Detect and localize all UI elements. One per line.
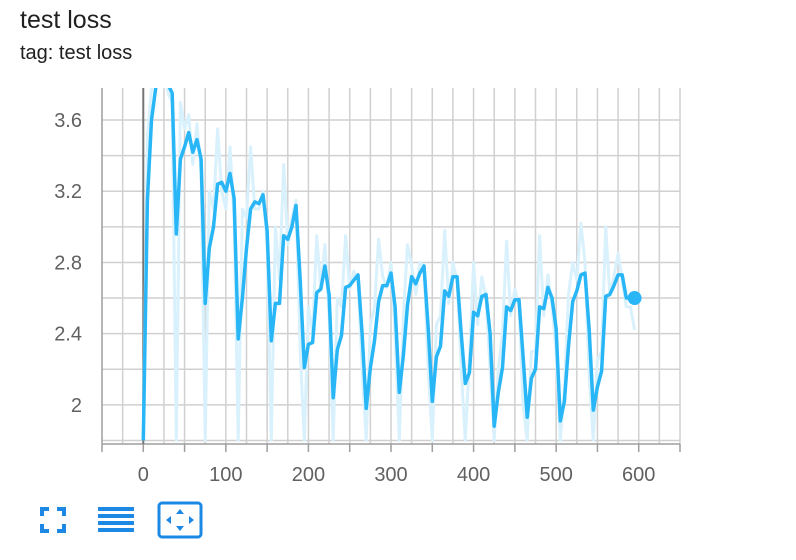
line-chart[interactable]: 0 100 200 300 400 500 600 2 2.4 2.8 3.2 3.6 — [0, 0, 796, 500]
last-point-marker — [627, 291, 642, 306]
x-tick-label: 300 — [374, 464, 407, 486]
chart-title: test loss — [20, 6, 112, 34]
x-tick-label: 100 — [209, 464, 242, 486]
toggle-log-scale-button[interactable] — [96, 502, 136, 538]
x-tick-label: 600 — [622, 464, 655, 486]
series-line-raw — [141, 88, 637, 442]
fit-domain-button[interactable] — [157, 501, 203, 539]
chart-tag: tag: test loss — [20, 42, 133, 64]
x-tick-label: 0 — [138, 464, 149, 486]
y-tick-label: 2.8 — [54, 252, 82, 274]
series-line-smoothed — [141, 88, 635, 441]
fit-domain-icon — [157, 501, 203, 539]
y-tick-label: 2.4 — [54, 324, 82, 346]
x-tick-label: 200 — [292, 464, 325, 486]
y-tick-label: 3.2 — [54, 181, 82, 203]
y-tick-label: 2 — [71, 395, 82, 417]
x-tick-label: 500 — [539, 464, 572, 486]
x-tick-label: 400 — [457, 464, 490, 486]
list-icon — [98, 507, 134, 532]
fullscreen-icon — [40, 507, 66, 533]
y-tick-label: 3.6 — [54, 110, 82, 132]
fullscreen-button[interactable] — [36, 502, 70, 538]
